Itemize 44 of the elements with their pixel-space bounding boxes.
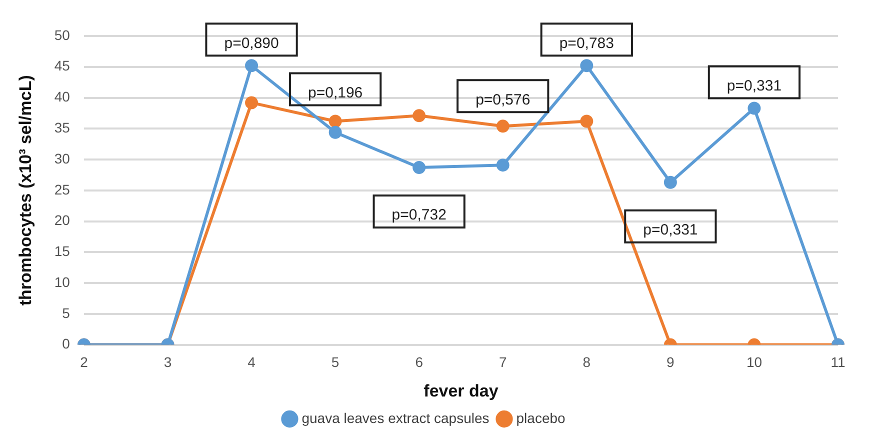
y-tick-label: 30: [54, 150, 70, 166]
point: [328, 114, 342, 128]
point: [580, 114, 594, 128]
point: [412, 161, 426, 174]
annotation: p=0,783: [559, 34, 614, 52]
point: [245, 59, 258, 72]
x-tick-label: 8: [582, 354, 591, 370]
x-tick-label: 6: [415, 354, 424, 370]
y-tick-label: 15: [54, 243, 70, 260]
point: [496, 158, 510, 172]
x-tick-label: 5: [331, 354, 340, 370]
x-tick-label: 3: [164, 354, 172, 370]
point: [412, 109, 426, 122]
point: [496, 120, 510, 133]
x-tick-label: 10: [746, 354, 762, 370]
point: [328, 126, 342, 139]
y-tick-label: 35: [54, 120, 70, 136]
y-tick-label: 45: [54, 58, 70, 74]
y-tick-label: 50: [54, 26, 70, 43]
y-tick-label: 25: [54, 181, 70, 198]
legend-label: placebo: [516, 410, 566, 426]
y-tick-label: 40: [54, 88, 70, 105]
x-tick-label: 7: [498, 354, 507, 370]
x-tick-label: 9: [666, 354, 675, 370]
annotation: p=0,890: [224, 34, 279, 52]
annotation: p=0,196: [308, 84, 363, 102]
x-axis-title: fever day: [424, 381, 499, 400]
y-tick-label: 20: [54, 212, 70, 228]
point: [664, 176, 677, 189]
annotation: p=0,576: [476, 91, 530, 108]
point: [245, 96, 258, 110]
annotation: p=0,331: [643, 222, 698, 239]
point: [580, 59, 594, 72]
x-tick-label: 2: [80, 354, 88, 370]
point: [748, 102, 761, 115]
y-tick-label: 5: [62, 304, 70, 321]
annotation: p=0,732: [392, 206, 446, 224]
legend-label: guava leaves extract capsules: [302, 410, 490, 426]
y-tick-label: 0: [62, 336, 70, 352]
annotation: p=0,331: [726, 77, 782, 94]
x-tick-label: 4: [248, 354, 256, 370]
y-axis-title: thrombocytes (x10³ sel/mcL): [16, 75, 35, 306]
y-tick-label: 10: [54, 274, 70, 290]
x-tick-label: 11: [830, 354, 846, 370]
